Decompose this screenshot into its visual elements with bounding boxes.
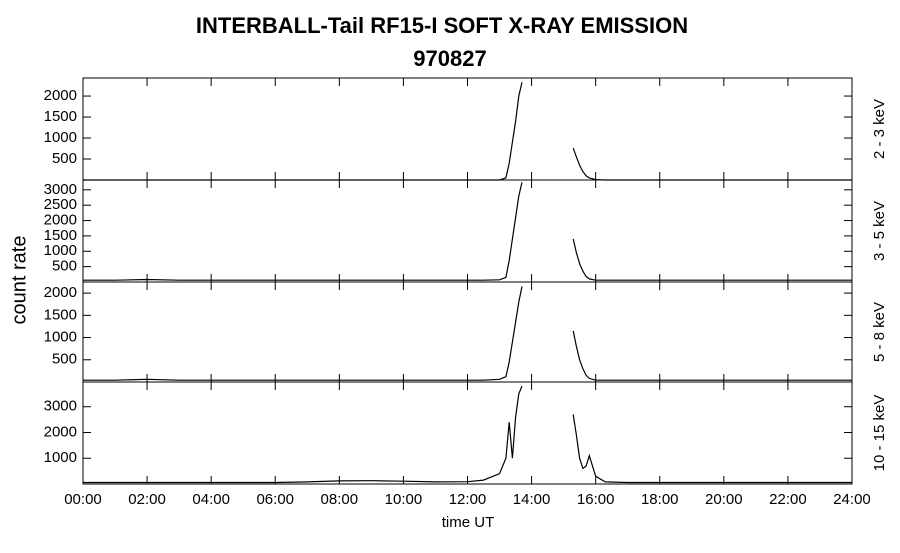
panel-label: 2 - 3 keV <box>871 99 888 159</box>
y-tick-label: 1500 <box>44 306 77 323</box>
y-tick-label: 500 <box>52 351 77 368</box>
y-tick-label: 1500 <box>44 108 77 125</box>
x-tick-label: 14:00 <box>513 491 551 508</box>
x-tick-label: 22:00 <box>769 491 807 508</box>
x-tick-label: 10:00 <box>385 491 423 508</box>
x-axis-label: time UT <box>442 514 495 531</box>
y-tick-label: 500 <box>52 150 77 167</box>
y-tick-label: 1000 <box>44 449 77 466</box>
data-line <box>83 385 852 484</box>
x-tick-label: 20:00 <box>705 491 743 508</box>
panel-label: 10 - 15 keV <box>871 395 888 472</box>
x-tick-label: 12:00 <box>449 491 487 508</box>
x-tick-label: 04:00 <box>192 491 230 508</box>
y-axis-label: count rate <box>8 236 30 325</box>
x-tick-label: 18:00 <box>641 491 679 508</box>
y-tick-label: 2000 <box>44 87 77 104</box>
x-tick-label: 02:00 <box>128 491 166 508</box>
panel-label: 5 - 8 keV <box>871 302 888 362</box>
data-line <box>83 182 852 281</box>
panel-label: 3 - 5 keV <box>871 201 888 261</box>
y-tick-label: 1000 <box>44 329 77 346</box>
y-tick-label: 1000 <box>44 242 77 259</box>
y-tick-label: 2500 <box>44 196 77 213</box>
y-tick-label: 2000 <box>44 284 77 301</box>
y-tick-label: 500 <box>52 258 77 275</box>
y-tick-label: 2000 <box>44 212 77 229</box>
x-tick-label: 16:00 <box>577 491 615 508</box>
x-tick-label: 08:00 <box>321 491 359 508</box>
x-tick-label: 00:00 <box>64 491 102 508</box>
chart-subtitle: 970827 <box>413 46 486 71</box>
y-tick-label: 3000 <box>44 181 77 198</box>
x-tick-label: 24:00 <box>833 491 871 508</box>
y-tick-label: 3000 <box>44 398 77 415</box>
chart-title: INTERBALL-Tail RF15-I SOFT X-RAY EMISSIO… <box>196 13 688 38</box>
x-tick-label: 06:00 <box>256 491 294 508</box>
y-tick-label: 2000 <box>44 423 77 440</box>
data-line <box>83 286 852 381</box>
y-tick-label: 1000 <box>44 129 77 146</box>
y-tick-label: 1500 <box>44 227 77 244</box>
